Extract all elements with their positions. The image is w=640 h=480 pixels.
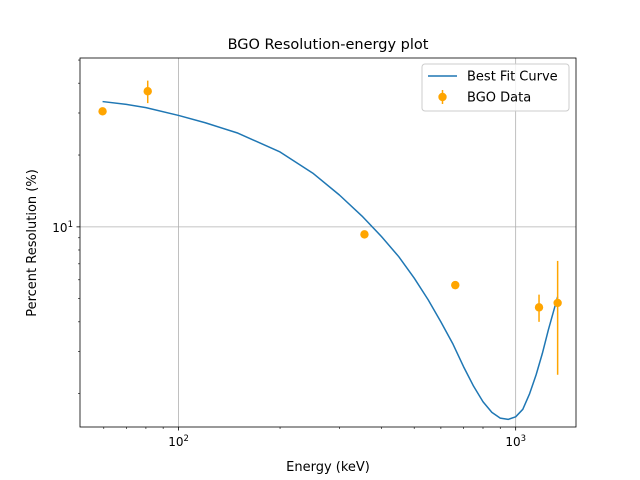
- y-axis-label: Percent Resolution (%): [25, 169, 40, 317]
- fit-curve-layer: [102, 100, 559, 421]
- data-point: [451, 280, 460, 290]
- y-tick-label: 101: [52, 220, 73, 235]
- x-axis-label: Energy (keV): [286, 460, 370, 475]
- best-fit-curve: [102, 100, 559, 421]
- plot-area-background: [80, 58, 576, 427]
- x-tick-label: 102: [168, 434, 189, 449]
- data-points-layer: [98, 80, 562, 375]
- legend-label-fit: Best Fit Curve: [467, 70, 558, 85]
- plot-frame: [79, 57, 577, 428]
- data-point: [143, 87, 152, 96]
- data-point: [98, 107, 107, 116]
- legend: Best Fit Curve BGO Data: [421, 63, 570, 112]
- legend-label-data: BGO Data: [467, 91, 531, 106]
- data-point: [553, 298, 562, 308]
- legend-marker-swatch: [438, 92, 447, 102]
- ticks-layer: 102 103 101: [52, 59, 526, 449]
- chart-title: BGO Resolution-energy plot: [228, 37, 429, 53]
- data-point: [360, 230, 369, 239]
- grid-layer: [80, 58, 576, 427]
- legend-box: [421, 63, 570, 112]
- data-point: [534, 303, 544, 312]
- x-tick-label: 103: [505, 434, 526, 449]
